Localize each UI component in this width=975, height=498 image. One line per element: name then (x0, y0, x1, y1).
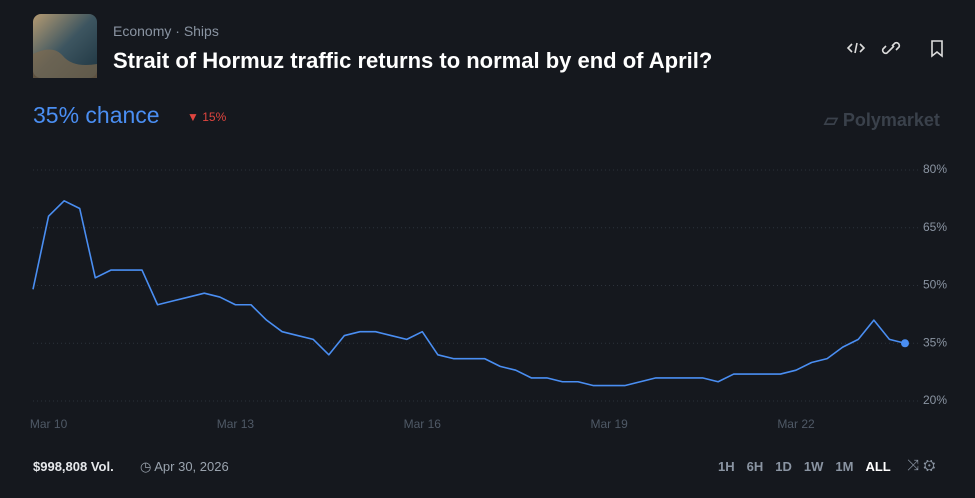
chance: 35% chance (33, 102, 160, 128)
range-button[interactable]: ALL (865, 459, 891, 474)
volume: $998,808 Vol. (33, 459, 114, 474)
range-button[interactable]: 1H (718, 459, 735, 474)
series-line (32, 200, 906, 387)
embed-button[interactable] (846, 42, 866, 54)
chart-tools: ⤨ ⚙ (907, 457, 935, 474)
range-selector: 1H 6H 1D 1W 1M ALL (718, 459, 891, 474)
change: ▼ 15% (187, 110, 227, 124)
shuffle-button[interactable]: ⤨ (907, 457, 920, 474)
brand-name: Polymarket (842, 110, 940, 130)
x-tick-label: Mar 16 (404, 417, 442, 431)
end-date: ◷ Apr 30, 2026 (140, 459, 229, 474)
y-tick-label: 50% (923, 278, 947, 292)
category-link[interactable]: Economy (113, 23, 172, 39)
x-tick-label: Mar 19 (590, 417, 628, 431)
brand: ▱ Polymarket (824, 110, 940, 130)
breadcrumb: Economy · Ships (113, 23, 219, 39)
y-tick-label: 20% (923, 393, 947, 407)
market-title: Strait of Hormuz traffic returns to norm… (113, 48, 713, 73)
market-thumbnail (33, 14, 97, 78)
range-button[interactable]: 6H (746, 459, 764, 474)
y-tick-label: 35% (923, 335, 947, 349)
settings-button[interactable]: ⚙ (923, 457, 936, 474)
x-tick-label: Mar 13 (217, 417, 255, 431)
y-tick-label: 65% (923, 220, 947, 234)
range-button[interactable]: 1M (835, 459, 854, 474)
range-button[interactable]: 1D (775, 459, 792, 474)
category-link[interactable]: Ships (183, 23, 219, 39)
actions (846, 40, 943, 58)
range-button[interactable]: 1W (803, 459, 824, 474)
last-point (901, 339, 909, 348)
change-value: 15% (202, 110, 227, 124)
bookmark-button[interactable] (931, 40, 943, 58)
link-button[interactable] (881, 41, 901, 55)
x-tick-label: Mar 22 (777, 417, 815, 431)
x-tick-label: Mar 10 (30, 417, 68, 431)
chart: 20% 35% 50% 65% 80% Mar 10 Mar 13 Mar 16 Mar 19 M… (30, 162, 947, 431)
end-date-value: Apr 30, 2026 (154, 459, 229, 474)
y-tick-label: 80% (923, 162, 947, 176)
